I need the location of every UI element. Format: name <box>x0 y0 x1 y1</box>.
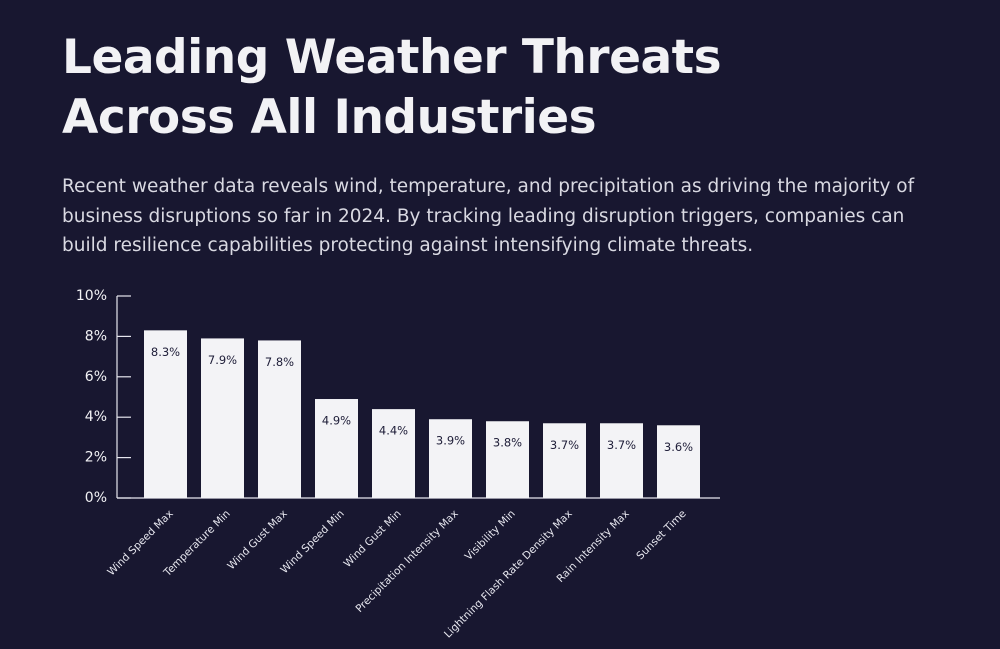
value-label: 4.4% <box>379 424 408 438</box>
bar <box>201 338 244 498</box>
bar <box>486 421 529 498</box>
value-label: 7.8% <box>265 355 294 369</box>
bar <box>258 340 301 498</box>
value-label: 3.9% <box>436 434 465 448</box>
value-label: 3.8% <box>493 436 522 450</box>
y-tick-label: 0% <box>85 490 107 506</box>
x-tick-label: Visibility Min <box>463 508 518 563</box>
x-tick-label: Precipitation Intensity Max <box>353 508 460 615</box>
x-tick-label: Wind Gust Min <box>341 508 403 570</box>
y-tick-label: 6% <box>85 369 107 385</box>
y-tick-label: 10% <box>76 288 107 304</box>
bar <box>657 425 700 498</box>
x-tick-label: Sunset Time <box>634 508 688 562</box>
y-tick-label: 8% <box>85 328 107 344</box>
value-label: 3.6% <box>664 440 693 454</box>
bar <box>372 409 415 498</box>
bar <box>144 330 187 498</box>
value-label: 3.7% <box>550 438 579 452</box>
bar <box>315 399 358 498</box>
value-label: 3.7% <box>607 438 636 452</box>
x-tick-label: Wind Gust Max <box>225 508 289 572</box>
value-label: 4.9% <box>322 414 351 428</box>
value-label: 7.9% <box>208 353 237 367</box>
bar <box>600 423 643 498</box>
bar <box>543 423 586 498</box>
chart-subtitle: Recent weather data reveals wind, temper… <box>62 176 915 256</box>
chart-title: Leading Weather Threats Across All Indus… <box>62 30 722 145</box>
x-tick-label: Wind Speed Min <box>278 508 346 576</box>
value-label: 8.3% <box>151 345 180 359</box>
bar <box>429 419 472 498</box>
y-tick-label: 4% <box>85 409 107 425</box>
y-tick-label: 2% <box>85 450 107 466</box>
x-tick-label: Lightning Flash Rate Density Max <box>442 508 575 641</box>
